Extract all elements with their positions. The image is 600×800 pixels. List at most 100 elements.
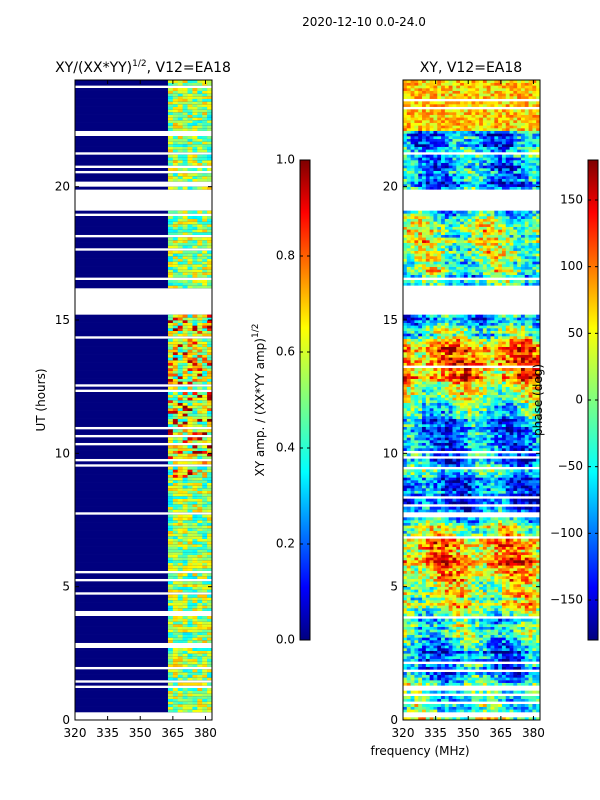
phase-cell — [513, 568, 518, 571]
amplitude-cell — [187, 453, 193, 457]
amplitude-cell — [187, 149, 193, 153]
amplitude-cell — [167, 493, 174, 497]
amplitude-cell — [187, 136, 193, 139]
amplitude-cell — [192, 677, 198, 681]
phase-cell — [456, 581, 461, 585]
phase-cell — [467, 677, 472, 681]
phase-cell — [505, 677, 510, 681]
amplitude-cell — [207, 365, 213, 369]
amplitude-cell — [202, 373, 208, 377]
amplitude-row — [75, 682, 212, 686]
phase-cell — [429, 706, 434, 710]
phase-cell — [482, 557, 488, 561]
amplitude-cell — [182, 650, 188, 654]
phase-cell — [418, 509, 423, 513]
phase-cell — [452, 637, 457, 641]
phase-cell — [444, 656, 449, 659]
amplitude-cell — [192, 469, 198, 473]
phase-cell — [486, 485, 491, 489]
amplitude-cell — [187, 429, 193, 433]
amplitude-cell — [167, 80, 174, 83]
phase-cell — [513, 608, 518, 611]
amplitude-cell — [197, 674, 203, 678]
phase-cell — [509, 469, 514, 473]
phase-cell — [475, 522, 480, 526]
phase-panel-title: XY, V12=EA18 — [420, 60, 522, 76]
phase-cell — [410, 640, 415, 643]
amplitude-cell — [187, 648, 193, 651]
phase-cell — [422, 704, 427, 707]
amplitude-cell — [182, 146, 188, 150]
phase-cell — [429, 680, 434, 683]
phase-cell — [498, 618, 503, 622]
amplitude-cell — [182, 568, 188, 571]
phase-cell — [501, 600, 507, 603]
phase-cell — [444, 637, 449, 641]
amplitude-row — [75, 658, 212, 662]
amplitude-cell — [167, 272, 174, 275]
phase-cell — [486, 557, 491, 561]
amplitude-cell — [167, 456, 174, 459]
phase-cell — [475, 472, 480, 475]
phase-cell — [490, 469, 495, 473]
phase-cell — [467, 613, 472, 617]
phase-cell — [479, 469, 484, 473]
phase-cell — [505, 560, 510, 563]
phase-cell — [509, 637, 514, 641]
amplitude-cell — [202, 328, 208, 331]
phase-cell — [532, 565, 537, 569]
amplitude-cell — [207, 82, 213, 86]
phase-cell — [482, 552, 488, 555]
phase-cell — [524, 632, 529, 635]
amplitude-cell — [177, 533, 183, 537]
phase-cell — [437, 632, 442, 635]
amplitude-cell — [167, 498, 174, 502]
phase-cell — [479, 608, 484, 611]
phase-cell — [532, 597, 537, 601]
phase-cell — [486, 453, 491, 457]
amplitude-cell — [197, 560, 203, 563]
amplitude-cell — [187, 186, 193, 190]
amplitude-row — [75, 96, 212, 99]
phase-cell — [433, 634, 438, 638]
phase-cell — [498, 637, 503, 641]
amplitude-cell — [192, 216, 198, 219]
phase-cell — [403, 578, 408, 582]
phase-cell — [429, 632, 434, 635]
phase-cell — [441, 517, 446, 521]
phase-cell — [433, 461, 438, 465]
phase-cell — [414, 520, 419, 523]
phase-cell — [456, 552, 461, 555]
amplitude-row — [75, 634, 212, 638]
amplitude-cell — [202, 232, 208, 235]
amplitude-cell — [207, 226, 213, 230]
amplitude-cell — [192, 480, 198, 483]
phase-cell — [448, 680, 453, 683]
amplitude-row — [75, 653, 212, 657]
phase-cell — [414, 448, 419, 451]
phase-cell — [429, 448, 434, 451]
amplitude-cell — [167, 626, 174, 630]
phase-cell — [448, 560, 453, 563]
phase-cell — [494, 600, 499, 603]
amplitude-cell — [197, 104, 203, 107]
phase-cell — [482, 648, 488, 651]
phase-cell — [456, 677, 461, 681]
phase-cell — [532, 506, 537, 510]
amplitude-cell — [177, 381, 183, 385]
amplitude-cell — [177, 229, 183, 233]
amplitude-cell — [187, 354, 193, 358]
amplitude-row — [75, 506, 212, 510]
phase-cell — [418, 666, 423, 670]
phase-cell — [494, 594, 499, 598]
phase-cell — [513, 650, 518, 654]
phase-cell — [505, 530, 510, 534]
phase-cell — [475, 597, 480, 601]
amplitude-cell — [192, 138, 198, 142]
phase-cell — [403, 477, 408, 481]
amplitude-cell — [177, 693, 183, 697]
amplitude-cell — [177, 154, 183, 158]
phase-cell — [490, 696, 495, 699]
amplitude-cell — [192, 573, 198, 577]
phase-cell — [471, 506, 476, 510]
